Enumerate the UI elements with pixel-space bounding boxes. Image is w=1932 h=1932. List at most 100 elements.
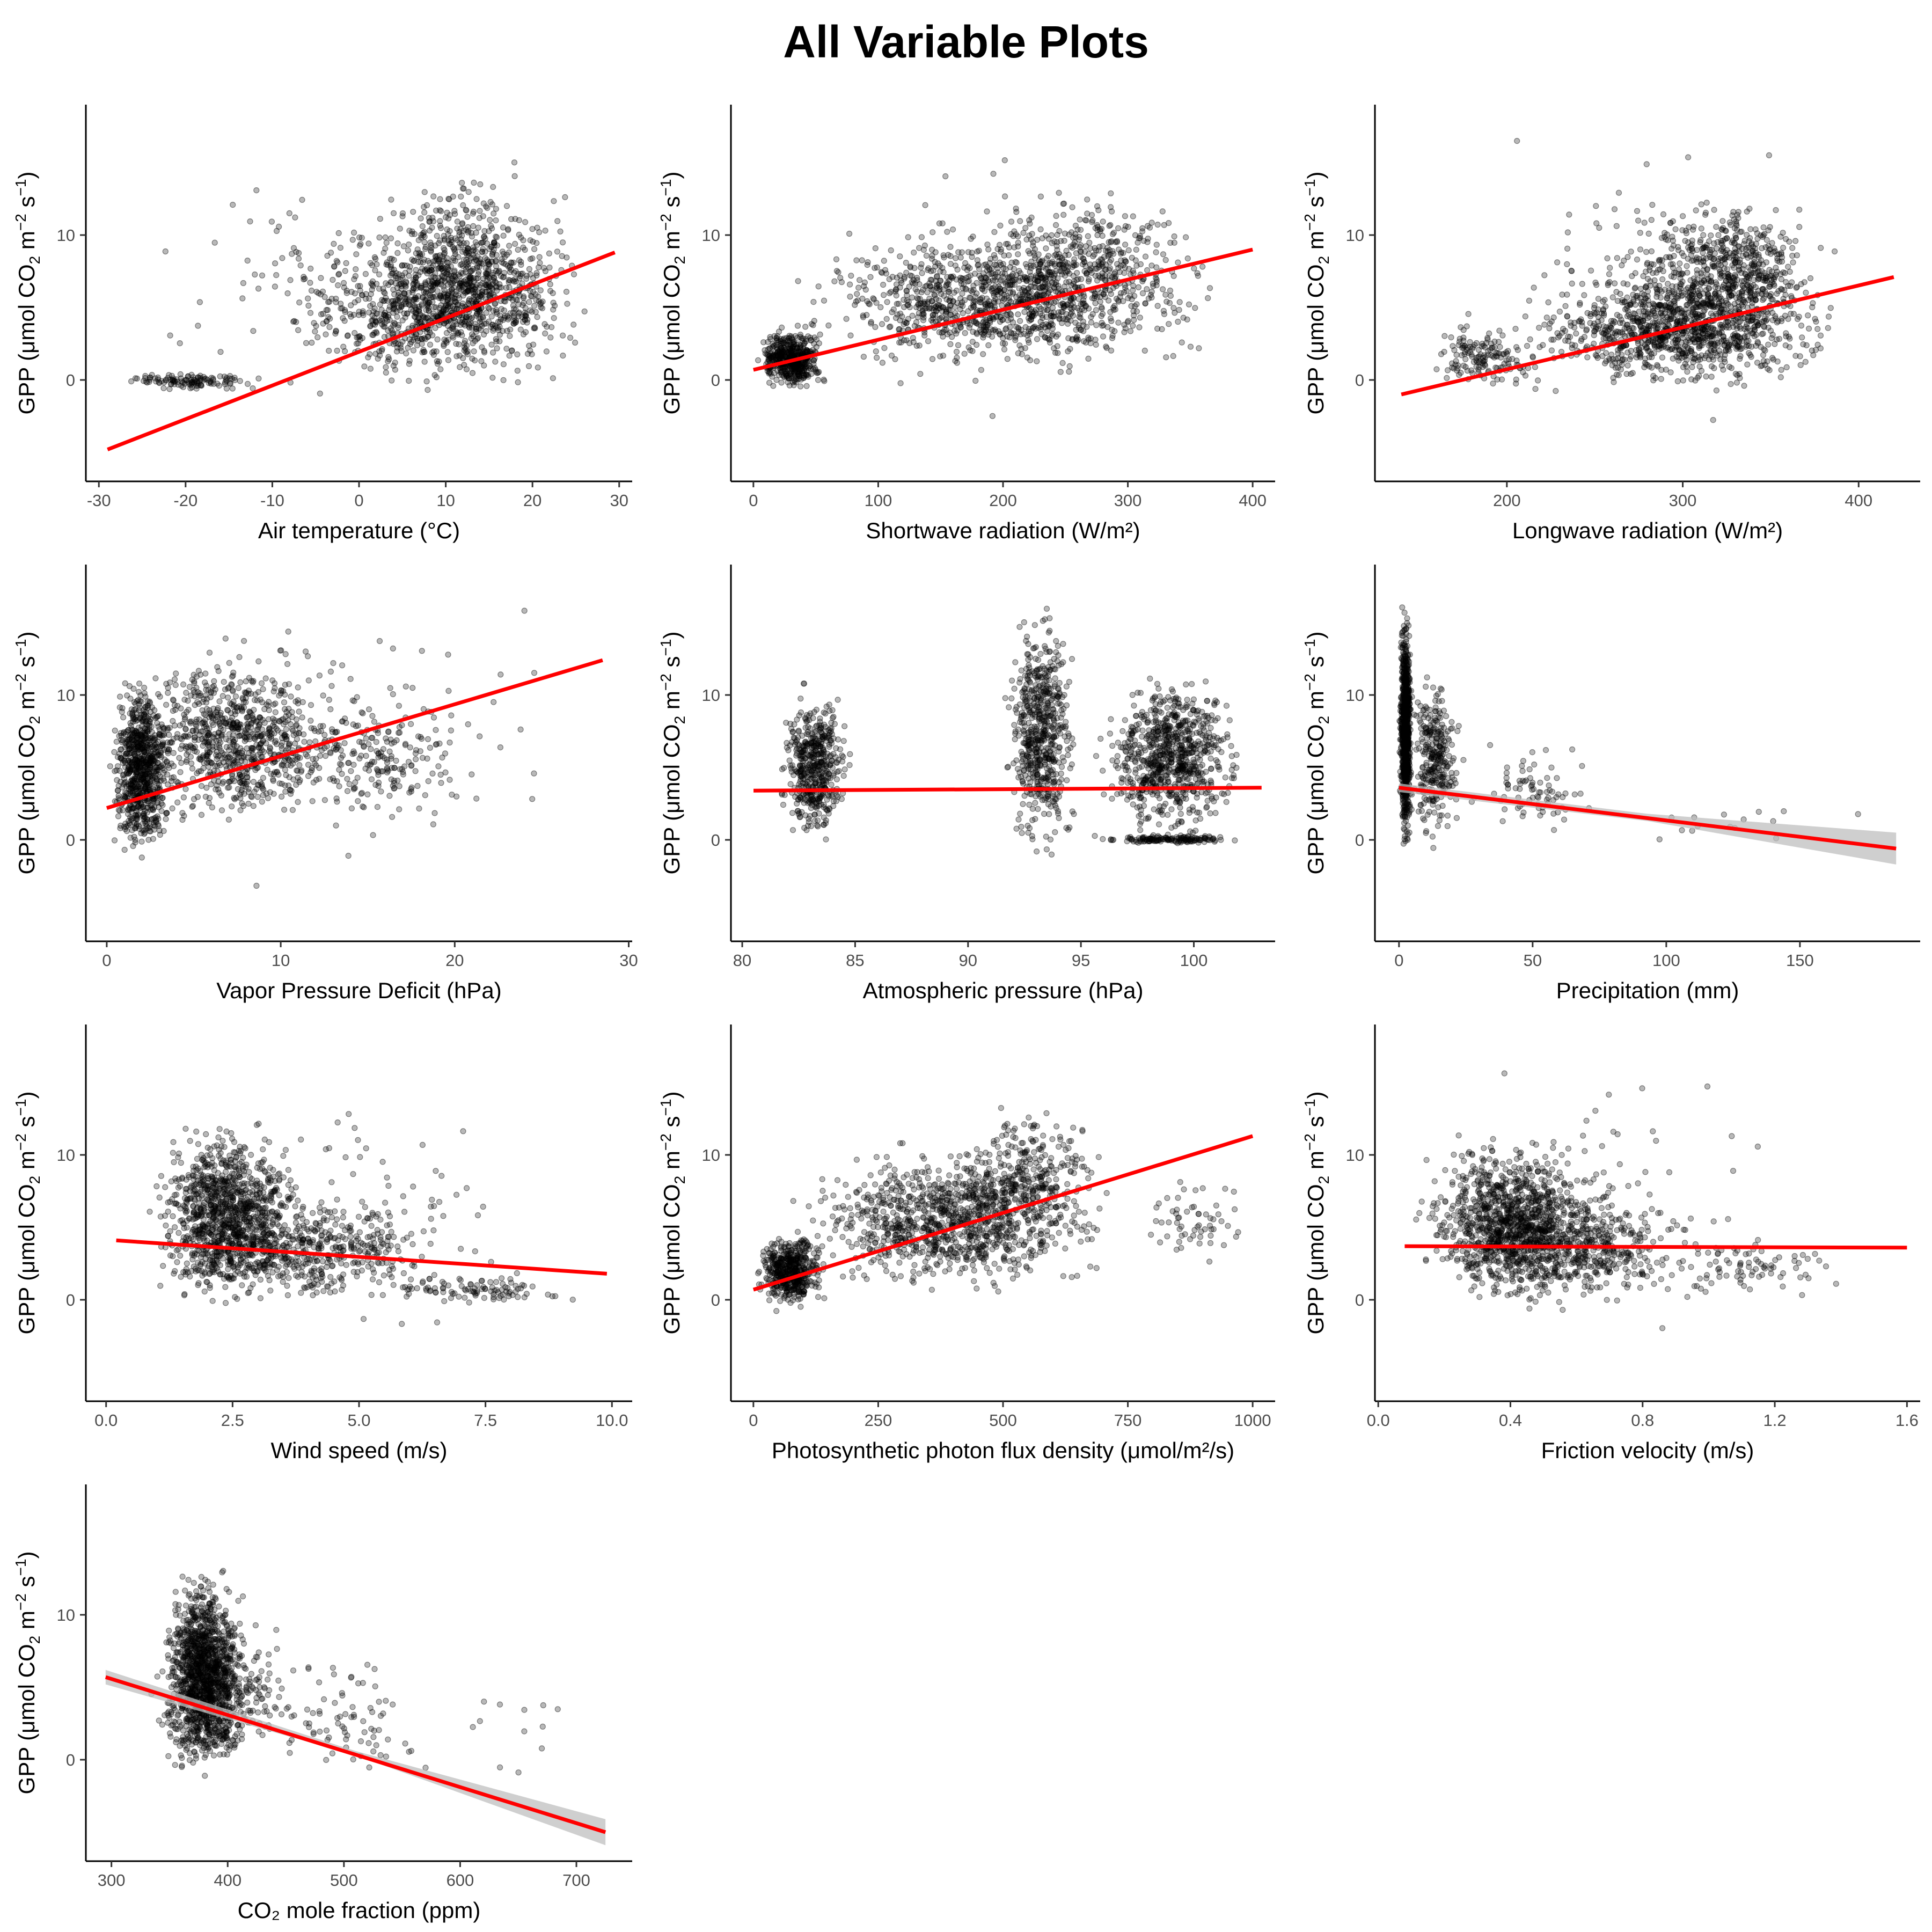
data-point-646 [333,327,339,334]
data-point-999 [1605,332,1612,339]
data-point-1994 [1060,200,1067,207]
data-point-1659 [1006,252,1012,259]
data-point-1571 [1021,331,1027,337]
data-point-1769 [974,257,980,264]
data-point-1538 [432,253,439,259]
data-point-650 [947,341,954,347]
data-point-936 [1731,334,1738,341]
data-point-984 [1617,290,1623,297]
data-point-1200 [376,234,383,241]
data-point-975 [1127,328,1134,334]
data-point-1953 [922,202,928,208]
data-point-6 [510,302,517,309]
data-point-1033 [1088,319,1095,326]
data-point-177 [454,302,460,308]
data-point-1385 [493,306,500,313]
data-point-1629 [1001,193,1008,200]
data-point-1092 [1715,232,1722,238]
data-point-1108 [1184,316,1190,323]
data-point-1871 [1104,248,1111,255]
data-point-102 [428,245,435,251]
data-point-1417 [948,312,954,318]
data-point-1159 [1175,318,1181,325]
data-point-146 [1728,380,1734,387]
data-point-851 [1631,311,1638,317]
data-point-879 [916,342,923,349]
data-point-1977 [1057,254,1063,260]
data-point-1888 [1145,236,1151,242]
data-point-496 [770,341,776,348]
data-point-9 [401,310,407,317]
data-point-840 [357,241,364,247]
data-point-800 [1755,340,1761,347]
data-point-1621 [162,248,169,255]
data-point-141 [551,302,558,309]
data-point-61 [311,320,317,326]
data-point-1555 [1072,319,1079,326]
data-point-1150 [425,301,431,308]
data-point-1085 [404,310,411,317]
data-point-522 [1167,292,1174,299]
data-point-1058 [1037,318,1044,325]
data-point-920 [1726,324,1732,331]
data-point-1241 [1641,219,1648,226]
data-point-1001 [1001,340,1008,347]
data-point-1295 [795,278,801,284]
y-title-part: ) [14,172,39,179]
data-point-782 [1682,361,1688,367]
data-point-803 [419,301,425,308]
data-point-1157 [1693,207,1699,214]
data-point-1258 [512,216,518,222]
y-title-part: s [14,196,39,214]
data-point-1390 [464,214,471,220]
data-point-1597 [250,328,257,334]
data-point-1204 [1785,264,1791,270]
data-point-1515 [149,371,155,378]
data-point-934 [1565,333,1571,340]
data-point-153 [548,324,555,331]
data-point-1904 [1064,268,1071,275]
data-point-767 [1782,342,1789,349]
data-point-1456 [1027,331,1033,338]
data-point-731 [395,324,401,331]
data-point-634 [1797,362,1804,368]
data-point-1913 [897,380,904,386]
data-point-583 [1160,286,1166,292]
data-point-413 [760,339,767,346]
data-point-1239 [551,198,557,204]
data-point-1132 [432,294,439,300]
data-point-38 [474,275,481,281]
data-point-1032 [1747,318,1754,324]
data-point-1616 [279,255,286,261]
data-point-1589 [255,286,262,292]
data-point-1300 [386,317,393,323]
data-point-1183 [479,249,486,255]
data-point-1656 [1026,250,1033,257]
data-point-1025 [1015,350,1021,357]
data-point-1109 [1154,325,1161,332]
data-point-934 [472,239,479,245]
data-point-164 [458,287,465,293]
data-point-559 [295,255,302,262]
data-point-1735 [1056,286,1062,292]
data-point-1594 [352,273,359,280]
data-point-1635 [1085,233,1091,239]
data-point-1572 [384,259,390,266]
data-point-825 [506,353,513,359]
data-point-1897 [1052,222,1059,228]
data-point-1495 [142,372,149,379]
data-point-1378 [923,252,930,259]
data-point-931 [470,223,477,229]
data-point-379 [815,377,822,383]
data-point-813 [550,299,557,306]
data-point-1548 [1079,301,1086,307]
data-point-742 [877,304,884,311]
data-point-1552 [370,332,377,338]
data-point-1028 [1773,207,1779,214]
data-point-872 [456,341,462,348]
data-point-1579 [1185,301,1192,308]
data-point-1154 [522,246,528,253]
data-point-97 [358,235,365,241]
data-point-1485 [237,378,243,384]
data-point-1591 [550,375,557,382]
